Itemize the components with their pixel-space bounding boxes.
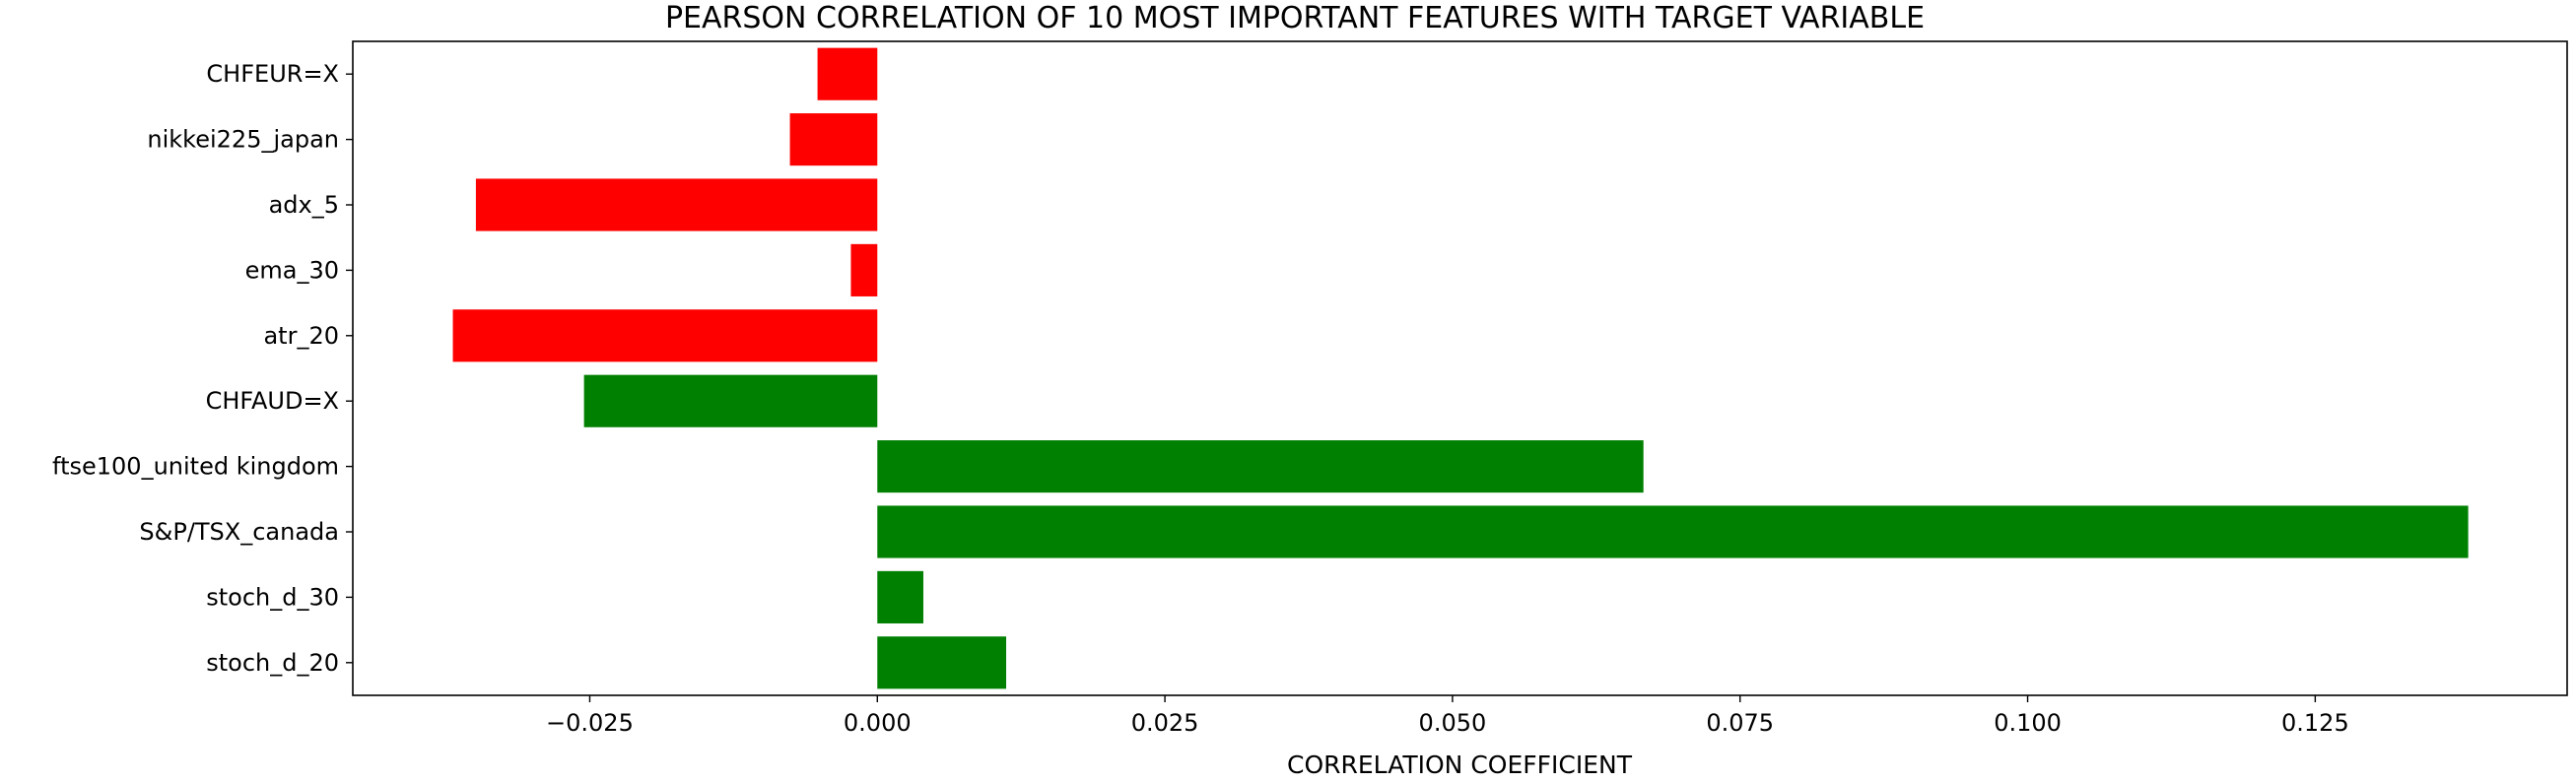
bars-group bbox=[452, 47, 2469, 689]
y-tick-label: stoch_d_30 bbox=[206, 583, 339, 611]
y-tick-label: nikkei225_japan bbox=[147, 126, 339, 154]
bar-chfeur-x bbox=[817, 47, 878, 100]
x-tick-label: −0.025 bbox=[546, 709, 634, 737]
x-tick-label: 0.075 bbox=[1706, 709, 1774, 737]
bar-adx-5 bbox=[475, 178, 878, 231]
y-tick-label: ema_30 bbox=[245, 256, 339, 284]
y-tick-label: S&P/TSX_canada bbox=[139, 518, 339, 546]
x-tick-label: 0.025 bbox=[1131, 709, 1199, 737]
bar-s-p-tsx-canada bbox=[877, 505, 2469, 558]
bar-nikkei225-japan bbox=[789, 113, 878, 166]
y-tick-label: CHFEUR=X bbox=[206, 60, 339, 88]
y-tick-label: ftse100_united kingdom bbox=[52, 453, 339, 481]
bar-ema-30 bbox=[850, 243, 878, 296]
x-axis-label: CORRELATION COEFFICIENT bbox=[1287, 750, 1633, 779]
y-tick-label: adx_5 bbox=[269, 191, 339, 219]
x-tick-label: 0.100 bbox=[1994, 709, 2062, 737]
bar-ftse100-united-kingdom bbox=[877, 440, 1644, 493]
x-tick-label: 0.050 bbox=[1419, 709, 1487, 737]
bar-atr-20 bbox=[452, 309, 878, 362]
bar-stoch-d-30 bbox=[877, 570, 923, 623]
x-tick-label: 0.125 bbox=[2281, 709, 2349, 737]
y-tick-label: atr_20 bbox=[263, 322, 339, 350]
y-axis-ticks: CHFEUR=X nikkei225_japan adx_5 ema_30 atr_20… bbox=[52, 60, 353, 677]
bar-stoch-d-20 bbox=[877, 636, 1007, 689]
bar-chfaud-x bbox=[583, 374, 878, 427]
chart-title: PEARSON CORRELATION OF 10 MOST IMPORTANT… bbox=[665, 1, 1925, 35]
x-tick-label: 0.000 bbox=[844, 709, 912, 737]
plot-area-frame bbox=[352, 40, 2568, 696]
y-tick-label: CHFAUD=X bbox=[206, 387, 339, 415]
y-tick-label: stoch_d_20 bbox=[206, 649, 339, 677]
x-axis-ticks: −0.025 0.000 0.025 0.050 0.075 0.100 0.125 bbox=[546, 695, 2349, 737]
